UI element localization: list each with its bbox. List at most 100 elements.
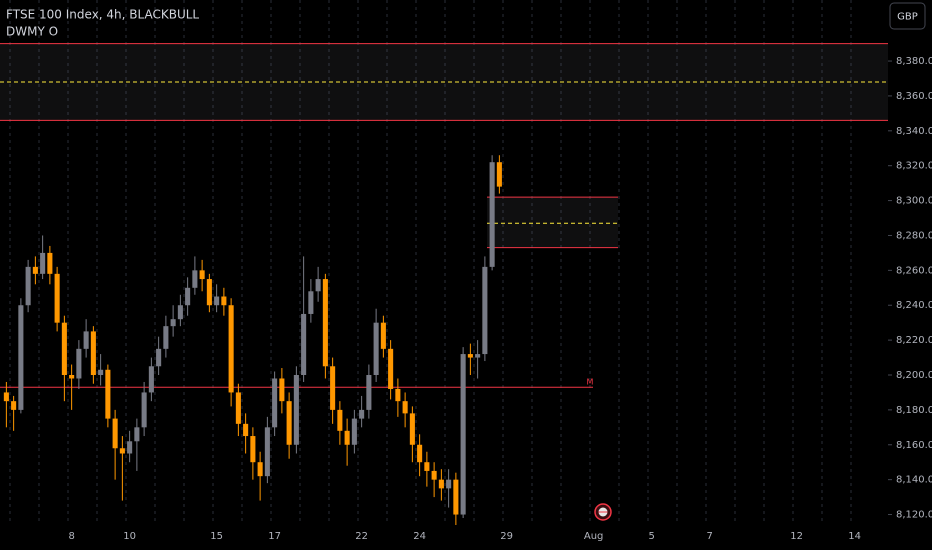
candle-body	[489, 162, 495, 267]
candle-body	[206, 279, 212, 306]
candle-body	[409, 413, 415, 445]
candle-body	[148, 366, 154, 393]
candle-body	[446, 479, 452, 489]
candle-body	[388, 348, 394, 389]
candle-body	[112, 418, 118, 449]
candle-body	[301, 313, 307, 375]
x-tick-label: 14	[848, 531, 861, 542]
candle-body	[221, 296, 227, 306]
x-tick-label: 24	[413, 531, 426, 542]
candle-body	[105, 369, 111, 419]
candle-body	[322, 279, 328, 367]
event-icon[interactable]	[594, 503, 612, 521]
candle-body	[83, 331, 89, 349]
x-tick-label: 29	[500, 531, 513, 542]
x-tick-label: 17	[268, 531, 281, 542]
candle-body	[366, 375, 372, 410]
candle-body	[199, 270, 205, 280]
y-tick-label: 8,300.00	[896, 196, 932, 207]
candle-body	[359, 409, 365, 419]
candle-body	[373, 322, 379, 375]
candle-body	[431, 470, 437, 480]
candle-body	[235, 392, 241, 424]
candle-body	[98, 369, 104, 375]
candle-body	[76, 348, 82, 379]
candle-body	[170, 319, 176, 327]
candle-body	[496, 162, 502, 187]
candle-body	[257, 462, 263, 477]
y-tick-label: 8,340.00	[896, 126, 932, 137]
indicator-label: DWMY O	[6, 25, 58, 39]
zone-fill	[487, 197, 618, 248]
candle-body	[482, 266, 488, 355]
x-tick-label: Aug	[584, 531, 604, 542]
candle-body	[308, 291, 314, 314]
y-tick-label: 8,160.00	[896, 440, 932, 451]
candle-body	[395, 388, 401, 402]
y-tick-label: 8,200.00	[896, 370, 932, 381]
candle-body	[214, 296, 220, 306]
candle-body	[250, 436, 256, 463]
candle-body	[25, 266, 31, 306]
candle-body	[351, 418, 357, 445]
candle-body	[134, 427, 140, 442]
candle-body	[61, 322, 67, 375]
candle-body	[380, 322, 386, 349]
candle-body	[315, 279, 321, 292]
y-tick-label: 8,120.00	[896, 510, 932, 521]
candle-body	[69, 375, 75, 379]
level-label: M	[587, 378, 594, 387]
x-tick-label: 5	[648, 531, 654, 542]
candle-body	[141, 392, 147, 428]
x-tick-label: 10	[123, 531, 136, 542]
y-tick-label: 8,280.00	[896, 230, 932, 241]
candle-body	[156, 348, 162, 367]
candle-body	[424, 462, 430, 471]
candle-body	[228, 305, 234, 393]
candle-body	[32, 266, 38, 274]
y-tick-label: 8,320.00	[896, 161, 932, 172]
y-tick-label: 8,380.00	[896, 56, 932, 67]
y-tick-label: 8,260.00	[896, 265, 932, 276]
candle-body	[475, 354, 481, 358]
candle-body	[3, 392, 9, 402]
candle-body	[47, 252, 53, 274]
y-tick-label: 8,360.00	[896, 91, 932, 102]
candle-body	[90, 331, 96, 375]
candle-body	[438, 479, 444, 489]
candle-body	[40, 252, 46, 274]
candle-body	[330, 366, 336, 410]
x-tick-label: 7	[706, 531, 712, 542]
candle-body	[337, 409, 343, 431]
candle-body	[243, 423, 249, 437]
candle-body	[279, 378, 285, 402]
y-tick-label: 8,240.00	[896, 300, 932, 311]
candle-body	[417, 444, 423, 463]
x-tick-label: 8	[68, 531, 74, 542]
x-tick-label: 22	[355, 531, 368, 542]
chart-title: FTSE 100 Index, 4h, BLACKBULL	[6, 8, 199, 22]
candle-body	[185, 287, 191, 306]
candle-body	[286, 401, 292, 445]
candle-body	[467, 354, 473, 358]
y-tick-label: 8,140.00	[896, 475, 932, 486]
candle-body	[18, 305, 24, 410]
candle-body	[344, 430, 350, 445]
currency-button[interactable]	[889, 2, 926, 30]
candle-body	[192, 270, 198, 288]
candle-body	[163, 326, 169, 349]
candle-body	[272, 378, 278, 428]
currency-label[interactable]: GBP	[897, 12, 918, 23]
x-tick-label: 15	[210, 531, 223, 542]
x-tick-label: 12	[790, 531, 803, 542]
candle-body	[177, 305, 183, 320]
candle-body	[402, 401, 408, 414]
candle-body	[119, 448, 125, 454]
y-tick-label: 8,220.00	[896, 335, 932, 346]
candle-body	[127, 441, 133, 454]
candle-body	[264, 427, 270, 477]
candle-body	[453, 479, 459, 515]
candle-body	[54, 273, 60, 323]
